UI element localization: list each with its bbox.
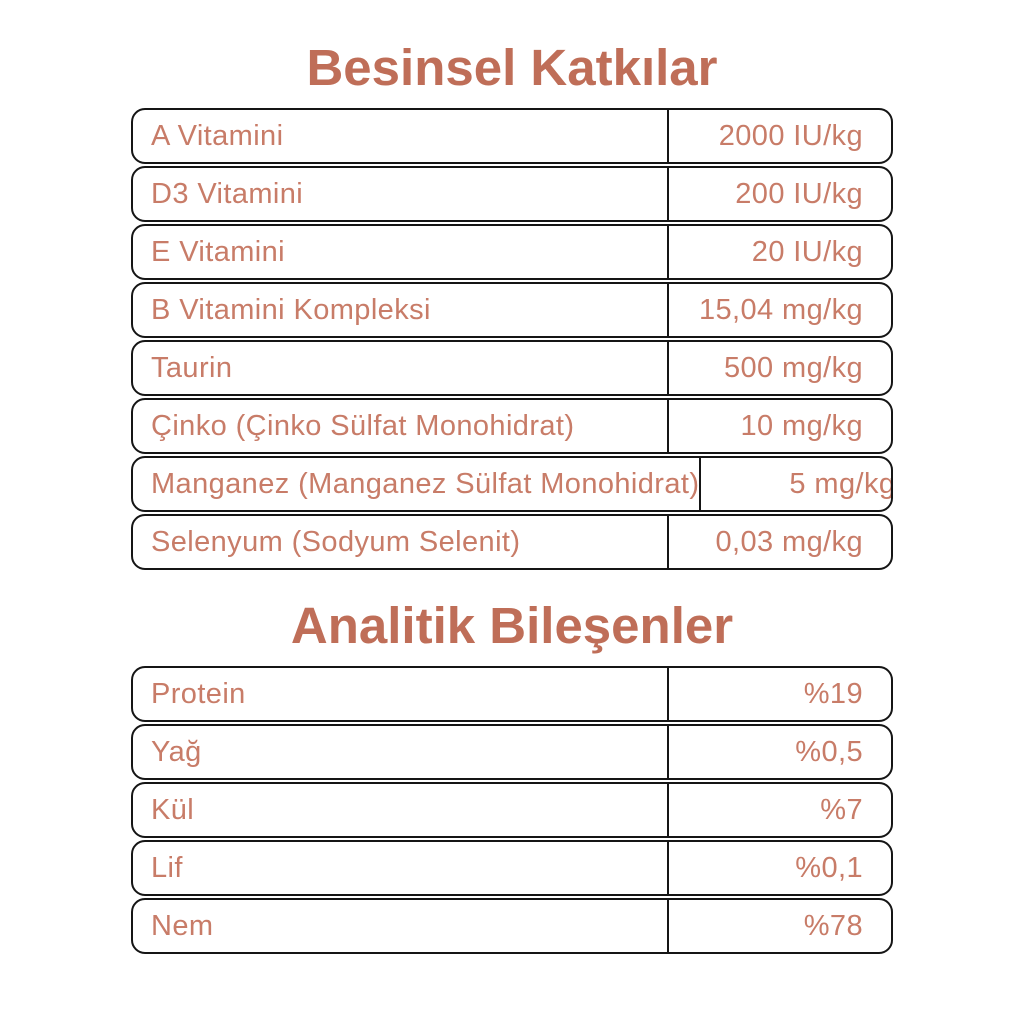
table-row: Çinko (Çinko Sülfat Monohidrat) 10 mg/kg [131, 398, 893, 454]
row-label: Protein [151, 677, 246, 710]
row-value: 20 IU/kg [667, 226, 891, 278]
table-row: Kül %7 [131, 782, 893, 838]
row-value: %78 [667, 900, 891, 952]
row-label: E Vitamini [151, 235, 286, 268]
table-row: Nem %78 [131, 898, 893, 954]
row-value: 2000 IU/kg [667, 110, 891, 162]
section-title-analytical-components: Analitik Bileşenler [290, 597, 734, 654]
table-row: Manganez (Manganez Sülfat Monohidrat) 5 … [131, 456, 893, 512]
table-row: Selenyum (Sodyum Selenit) 0,03 mg/kg [131, 514, 893, 570]
row-value: %0,5 [667, 726, 891, 778]
row-label: Taurin [151, 351, 233, 384]
analytical-components-table: Protein %19 Yağ %0,5 Kül %7 Lif %0,1 Nem… [131, 666, 893, 954]
row-value: %0,1 [667, 842, 891, 894]
nutritional-additives-table: A Vitamini 2000 IU/kg D3 Vitamini 200 IU… [131, 108, 893, 570]
row-label: Çinko (Çinko Sülfat Monohidrat) [151, 409, 575, 442]
table-row: D3 Vitamini 200 IU/kg [131, 166, 893, 222]
table-row: Taurin 500 mg/kg [131, 340, 893, 396]
section-title-nutritional-additives: Besinsel Katkılar [306, 39, 718, 96]
row-label: Yağ [151, 735, 202, 768]
row-value: 15,04 mg/kg [667, 284, 891, 336]
row-label: B Vitamini Kompleksi [151, 293, 431, 326]
table-row: B Vitamini Kompleksi 15,04 mg/kg [131, 282, 893, 338]
row-value: 5 mg/kg [699, 458, 891, 510]
row-label: A Vitamini [151, 119, 284, 152]
row-value: %19 [667, 668, 891, 720]
row-value: 200 IU/kg [667, 168, 891, 220]
row-label: Lif [151, 851, 183, 884]
row-label: Selenyum (Sodyum Selenit) [151, 525, 521, 558]
table-row: Protein %19 [131, 666, 893, 722]
row-label: D3 Vitamini [151, 177, 304, 210]
table-row: Yağ %0,5 [131, 724, 893, 780]
row-value: 0,03 mg/kg [667, 516, 891, 568]
table-row: Lif %0,1 [131, 840, 893, 896]
table-row: A Vitamini 2000 IU/kg [131, 108, 893, 164]
row-label: Nem [151, 909, 214, 942]
row-label: Kül [151, 793, 195, 826]
row-value: 10 mg/kg [667, 400, 891, 452]
row-value: 500 mg/kg [667, 342, 891, 394]
table-row: E Vitamini 20 IU/kg [131, 224, 893, 280]
row-value: %7 [667, 784, 891, 836]
row-label: Manganez (Manganez Sülfat Monohidrat) [151, 467, 700, 500]
